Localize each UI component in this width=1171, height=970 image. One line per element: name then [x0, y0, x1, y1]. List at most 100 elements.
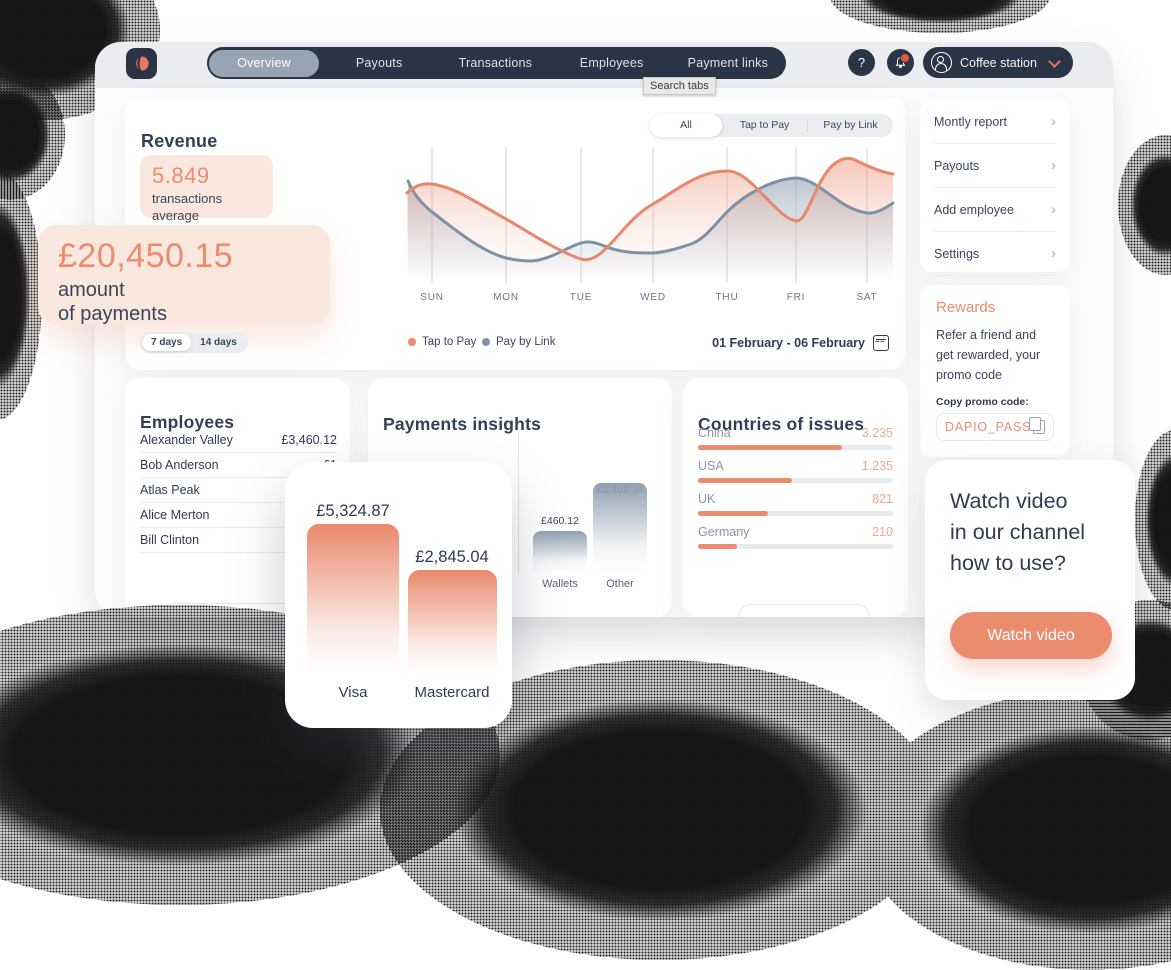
card-insights-popup: £5,324.87 £2,845.04 Visa Mastercard — [285, 462, 512, 728]
range-14-days[interactable]: 14 days — [200, 337, 237, 348]
country-label: Germany — [698, 525, 750, 539]
visa-bar — [307, 524, 399, 674]
menu-item-payouts[interactable]: Payouts › — [934, 144, 1056, 188]
pay-by-link-dot-icon — [482, 338, 490, 346]
country-label: USA — [698, 459, 724, 473]
country-bar-fill — [698, 478, 792, 483]
pay-by-link-line — [406, 176, 895, 263]
countries-more-button-partial[interactable] — [738, 604, 870, 617]
date-range-picker[interactable]: 01 February - 06 February — [712, 335, 889, 351]
chevron-right-icon: › — [1051, 245, 1056, 262]
tab-payment-links[interactable]: Payment links — [687, 56, 769, 70]
segment-tap-to-pay[interactable]: Tap to Pay — [739, 119, 790, 131]
account-menu[interactable]: Coffee station — [923, 47, 1073, 78]
day-label-mon: MON — [493, 292, 519, 303]
revenue-title: Revenue — [141, 130, 218, 151]
employee-name: Bill Clinton — [140, 533, 200, 547]
noise-blob-right — [1118, 135, 1171, 275]
segment-pay-by-link[interactable]: Pay by Link — [823, 119, 878, 131]
account-name: Coffee station — [960, 55, 1037, 70]
amount-stat-card: £20,450.15 amount of payments — [38, 225, 330, 325]
promo-code: DAPIO_PASS — [945, 420, 1032, 434]
tab-overview[interactable]: Overview — [209, 49, 319, 77]
country-bar-track — [698, 544, 893, 549]
country-bar-fill — [698, 544, 737, 549]
countries-list: China 3.235 USA 1.235 UK 821 Germany 210 — [698, 426, 893, 558]
page: { "colors":{ "accent_orange":"#EC8C6E","… — [0, 0, 1171, 776]
revenue-card: Revenue All Tap to Pay Pay by Link 5.849… — [38, 97, 905, 370]
help-button[interactable]: ? — [848, 49, 875, 76]
mastercard-label: Mastercard — [414, 684, 490, 701]
watch-video-button[interactable]: Watch video — [950, 612, 1112, 659]
search-tabs-tooltip: Search tabs — [643, 77, 716, 95]
countries-title: Countries of issues — [698, 413, 865, 434]
noise-blob-left — [0, 170, 42, 420]
day-label-sat: SAT — [856, 292, 878, 303]
country-value: 821 — [872, 492, 893, 506]
copy-promo-label: Copy promo code: — [936, 396, 1029, 408]
chevron-down-icon — [1048, 54, 1061, 68]
employee-row: Alice Merton — [140, 503, 337, 528]
segment-all[interactable]: All — [650, 114, 722, 137]
visa-value: £5,324.87 — [316, 502, 390, 520]
country-row: UK 821 — [698, 492, 893, 516]
country-row: Germany 210 — [698, 525, 893, 549]
transactions-stat-card: 5.849 transactions average — [140, 155, 273, 223]
visa-label: Visa — [338, 684, 368, 701]
watch-video-text: Watch video in our channel how to use? — [950, 489, 1086, 576]
country-bar-fill — [698, 511, 769, 516]
legend-pay-by-link: Pay by Link — [482, 336, 555, 348]
app-logo[interactable] — [126, 48, 157, 79]
country-bar-track — [698, 478, 893, 483]
wallets-bar — [533, 531, 587, 573]
insights-divider — [518, 430, 519, 575]
rewards-card: Rewards Refer a friend and get rewarded,… — [920, 285, 1070, 457]
main-nav: Overview Payouts Transactions Employees … — [207, 47, 786, 79]
account-avatar-icon — [931, 52, 952, 73]
quick-menu-card: Montly report › Payouts › Add employee ›… — [920, 100, 1070, 276]
country-bar-fill — [698, 445, 843, 450]
promo-code-box[interactable]: DAPIO_PASS — [936, 413, 1054, 441]
country-value: 210 — [872, 525, 893, 539]
copy-icon — [1029, 417, 1045, 434]
chevron-right-icon: › — [1051, 113, 1056, 130]
menu-item-add-employee[interactable]: Add employee › — [934, 188, 1056, 232]
employee-amount: £3,460.12 — [281, 433, 337, 447]
country-value: 1.235 — [861, 459, 893, 473]
country-bar-track — [698, 445, 893, 450]
notifications-button[interactable] — [887, 49, 914, 76]
payments-insights-title: Payments insights — [383, 413, 542, 434]
transactions-label: transactions average — [152, 191, 223, 223]
country-row: USA 1.235 — [698, 459, 893, 483]
employee-row: Alexander Valley £3,460.12 — [140, 428, 337, 453]
transactions-value: 5.849 — [152, 163, 210, 188]
countries-card: Countries of issues China 3.235 USA 1.235 … — [683, 378, 908, 617]
question-mark-icon: ? — [857, 55, 866, 70]
day-label-thu: THU — [715, 292, 739, 303]
tab-transactions[interactable]: Transactions — [458, 56, 533, 70]
logo-mark-icon — [136, 56, 149, 71]
employees-title: Employees — [140, 411, 235, 432]
country-value: 3.235 — [861, 426, 893, 440]
country-label: China — [698, 426, 731, 440]
menu-item-settings[interactable]: Settings › — [934, 232, 1056, 276]
app-window: Overview Payouts Transactions Employees … — [38, 42, 1113, 617]
range-7-days[interactable]: 7 days — [142, 334, 192, 351]
day-label-fri: FRI — [786, 292, 806, 303]
tab-payouts[interactable]: Payouts — [355, 56, 403, 70]
day-label-tue: TUE — [569, 292, 593, 303]
employee-name: Atlas Peak — [140, 483, 200, 497]
menu-item-monthly-report[interactable]: Montly report › — [934, 100, 1056, 144]
date-range-text: 01 February - 06 February — [712, 336, 865, 350]
calendar-icon — [873, 335, 889, 351]
noise-blob-top-right — [830, 0, 1050, 33]
tab-employees[interactable]: Employees — [579, 56, 644, 70]
day-label-wed: WED — [640, 292, 666, 303]
other-bar — [593, 483, 647, 573]
chevron-right-icon: › — [1051, 201, 1056, 218]
tap-to-pay-line — [405, 156, 895, 262]
employees-list: Alexander Valley £3,460.12 Bob Anderson … — [125, 428, 350, 553]
employee-row: Bill Clinton — [140, 528, 337, 553]
revenue-filter-segmented: All Tap to Pay Pay by Link — [650, 114, 893, 137]
employee-row: Atlas Peak — [140, 478, 337, 503]
